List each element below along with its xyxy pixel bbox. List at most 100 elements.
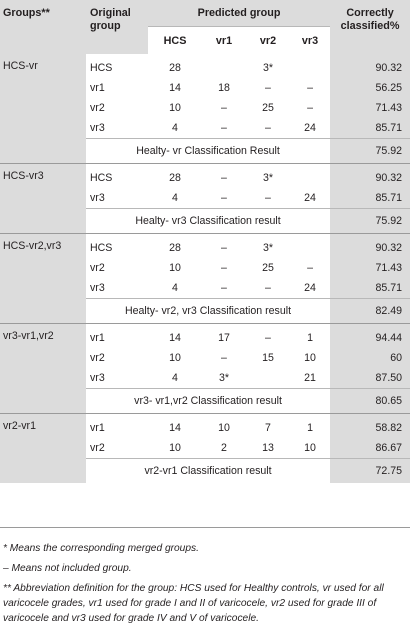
hcs-cell: 14: [169, 332, 181, 344]
original-group-cell: vr2: [90, 102, 105, 114]
table-body: HCS-vr HCS 28 3* 90.32 vr1 14 18– –56.25 vr2 10–25…: [0, 54, 410, 483]
table-row: vr2 10 2 13 10 86.67: [0, 438, 410, 459]
footnote-not-included: – Means not included group.: [3, 563, 132, 574]
header-correct-line2: classified%: [340, 20, 400, 32]
vr3-cell: 10: [304, 442, 316, 454]
vr1-cell: –: [221, 242, 227, 254]
vr2-cell: 3*: [262, 62, 273, 74]
header-vr3: vr3: [290, 26, 331, 54]
vr1-cell: [202, 54, 246, 78]
vr3-cell: 24: [304, 122, 316, 134]
vr2-cell: [246, 368, 290, 389]
result-value: 80.65: [330, 388, 410, 414]
vr3-cell: [290, 54, 330, 78]
vr3-cell: –: [307, 262, 313, 274]
table-row: vr2 10 – 15 10 60: [0, 348, 410, 368]
original-group-cell: vr1: [90, 422, 105, 434]
classification-result-row: vr3- vr1,vr2 Classification result 80.65: [0, 388, 410, 414]
hcs-cell: 28: [169, 242, 181, 254]
result-label: Healty- vr2, vr3 Classification result: [86, 298, 331, 324]
vr1-cell: 10: [218, 422, 230, 434]
hcs-cell: 14: [169, 82, 181, 94]
percent-cell: 87.50: [330, 368, 410, 389]
header-correct-line1: Correctly: [346, 7, 394, 19]
original-group-cell: HCS: [90, 62, 113, 74]
vr3-cell: –: [307, 102, 313, 114]
vr2-cell: –: [265, 332, 271, 344]
original-group-cell: vr3: [90, 282, 105, 294]
percent-cell: 71.43: [330, 258, 410, 278]
original-group-cell: vr3: [90, 192, 105, 204]
vr2-cell: 13: [262, 442, 274, 454]
table-row: HCS-vr3 HCS 28 – 3* 90.32: [0, 164, 410, 234]
vr2-cell: 25: [262, 102, 274, 114]
section-separator: [0, 413, 410, 414]
vr1-cell: 3*: [218, 372, 229, 384]
hcs-cell: 4: [172, 122, 178, 134]
table-footnotes: * Means the corresponding merged groups.…: [3, 541, 407, 631]
hcs-cell: 10: [169, 352, 181, 364]
result-label: Healty- vr Classification Result: [86, 138, 331, 164]
header-correctly-classified: Correctly classified%: [330, 0, 410, 54]
original-group-cell: vr1: [90, 82, 105, 94]
header-vr1: vr1: [202, 26, 246, 54]
table-header: Groups** Original group Predicted group …: [0, 0, 410, 54]
percent-cell: 90.32: [330, 164, 410, 188]
section-separator: [0, 233, 410, 234]
vr1-cell: –: [221, 122, 227, 134]
group-label: HCS-vr: [0, 54, 86, 164]
table-row: vr2 10 – 25 – 71.43: [0, 98, 410, 118]
original-group-cell: vr3: [90, 372, 105, 384]
vr1-cell: 2: [221, 442, 227, 454]
hcs-cell: 4: [172, 372, 178, 384]
vr3-cell: 24: [304, 282, 316, 294]
vr3-cell: 10: [304, 352, 316, 364]
classification-result-row: Healty- vr3 Classification result 75.92: [0, 208, 410, 234]
vr1-cell: –: [221, 172, 227, 184]
classification-result-row: Healty- vr Classification Result 75.92: [0, 138, 410, 164]
header-original-group: Original group: [86, 0, 148, 54]
hcs-cell: 28: [169, 172, 181, 184]
vr1-cell: 18: [218, 82, 230, 94]
percent-cell: 60: [330, 348, 410, 368]
original-group-cell: vr2: [90, 352, 105, 364]
percent-cell: 85.71: [330, 188, 410, 209]
vr3-cell: 1: [307, 332, 313, 344]
hcs-cell: 10: [169, 102, 181, 114]
result-label: Healty- vr3 Classification result: [86, 208, 331, 234]
vr3-cell: [290, 164, 330, 188]
original-group-cell: vr3: [90, 122, 105, 134]
header-hcs: HCS: [148, 26, 202, 54]
vr1-cell: –: [221, 192, 227, 204]
vr2-cell: –: [265, 122, 271, 134]
section-separator: [0, 163, 410, 164]
header-original-line2: group: [90, 20, 121, 32]
result-value: 72.75: [330, 458, 410, 483]
vr3-cell: 21: [304, 372, 316, 384]
vr1-cell: –: [221, 102, 227, 114]
table-row: vr2 10 – 25 – 71.43: [0, 258, 410, 278]
group-label: HCS-vr3: [0, 164, 86, 234]
original-group-cell: HCS: [90, 242, 113, 254]
vr1-cell: –: [221, 282, 227, 294]
table-row: HCS-vr2,vr3 HCS 28 – 3* 90.32: [0, 234, 410, 324]
original-group-cell: vr2: [90, 262, 105, 274]
vr3-cell: –: [307, 82, 313, 94]
footnote-merged: * Means the corresponding merged groups.: [3, 543, 199, 554]
vr1-cell: –: [221, 262, 227, 274]
percent-cell: 90.32: [330, 54, 410, 78]
original-group-cell: HCS: [90, 172, 113, 184]
vr3-cell: [290, 234, 330, 258]
classification-result-row: Healty- vr2, vr3 Classification result 82…: [0, 298, 410, 324]
header-original-line1: Original: [90, 7, 131, 19]
table-row: vr3 4 – – 24 85.71: [0, 188, 410, 209]
table-row: HCS-vr HCS 28 3* 90.32: [0, 54, 410, 164]
header-groups: Groups**: [0, 0, 86, 54]
hcs-cell: 4: [172, 282, 178, 294]
vr2-cell: –: [265, 282, 271, 294]
hcs-cell: 10: [169, 262, 181, 274]
notes-divider: [0, 527, 410, 528]
classification-table: Groups** Original group Predicted group …: [0, 0, 410, 483]
hcs-cell: 10: [169, 442, 181, 454]
result-value: 75.92: [330, 138, 410, 164]
